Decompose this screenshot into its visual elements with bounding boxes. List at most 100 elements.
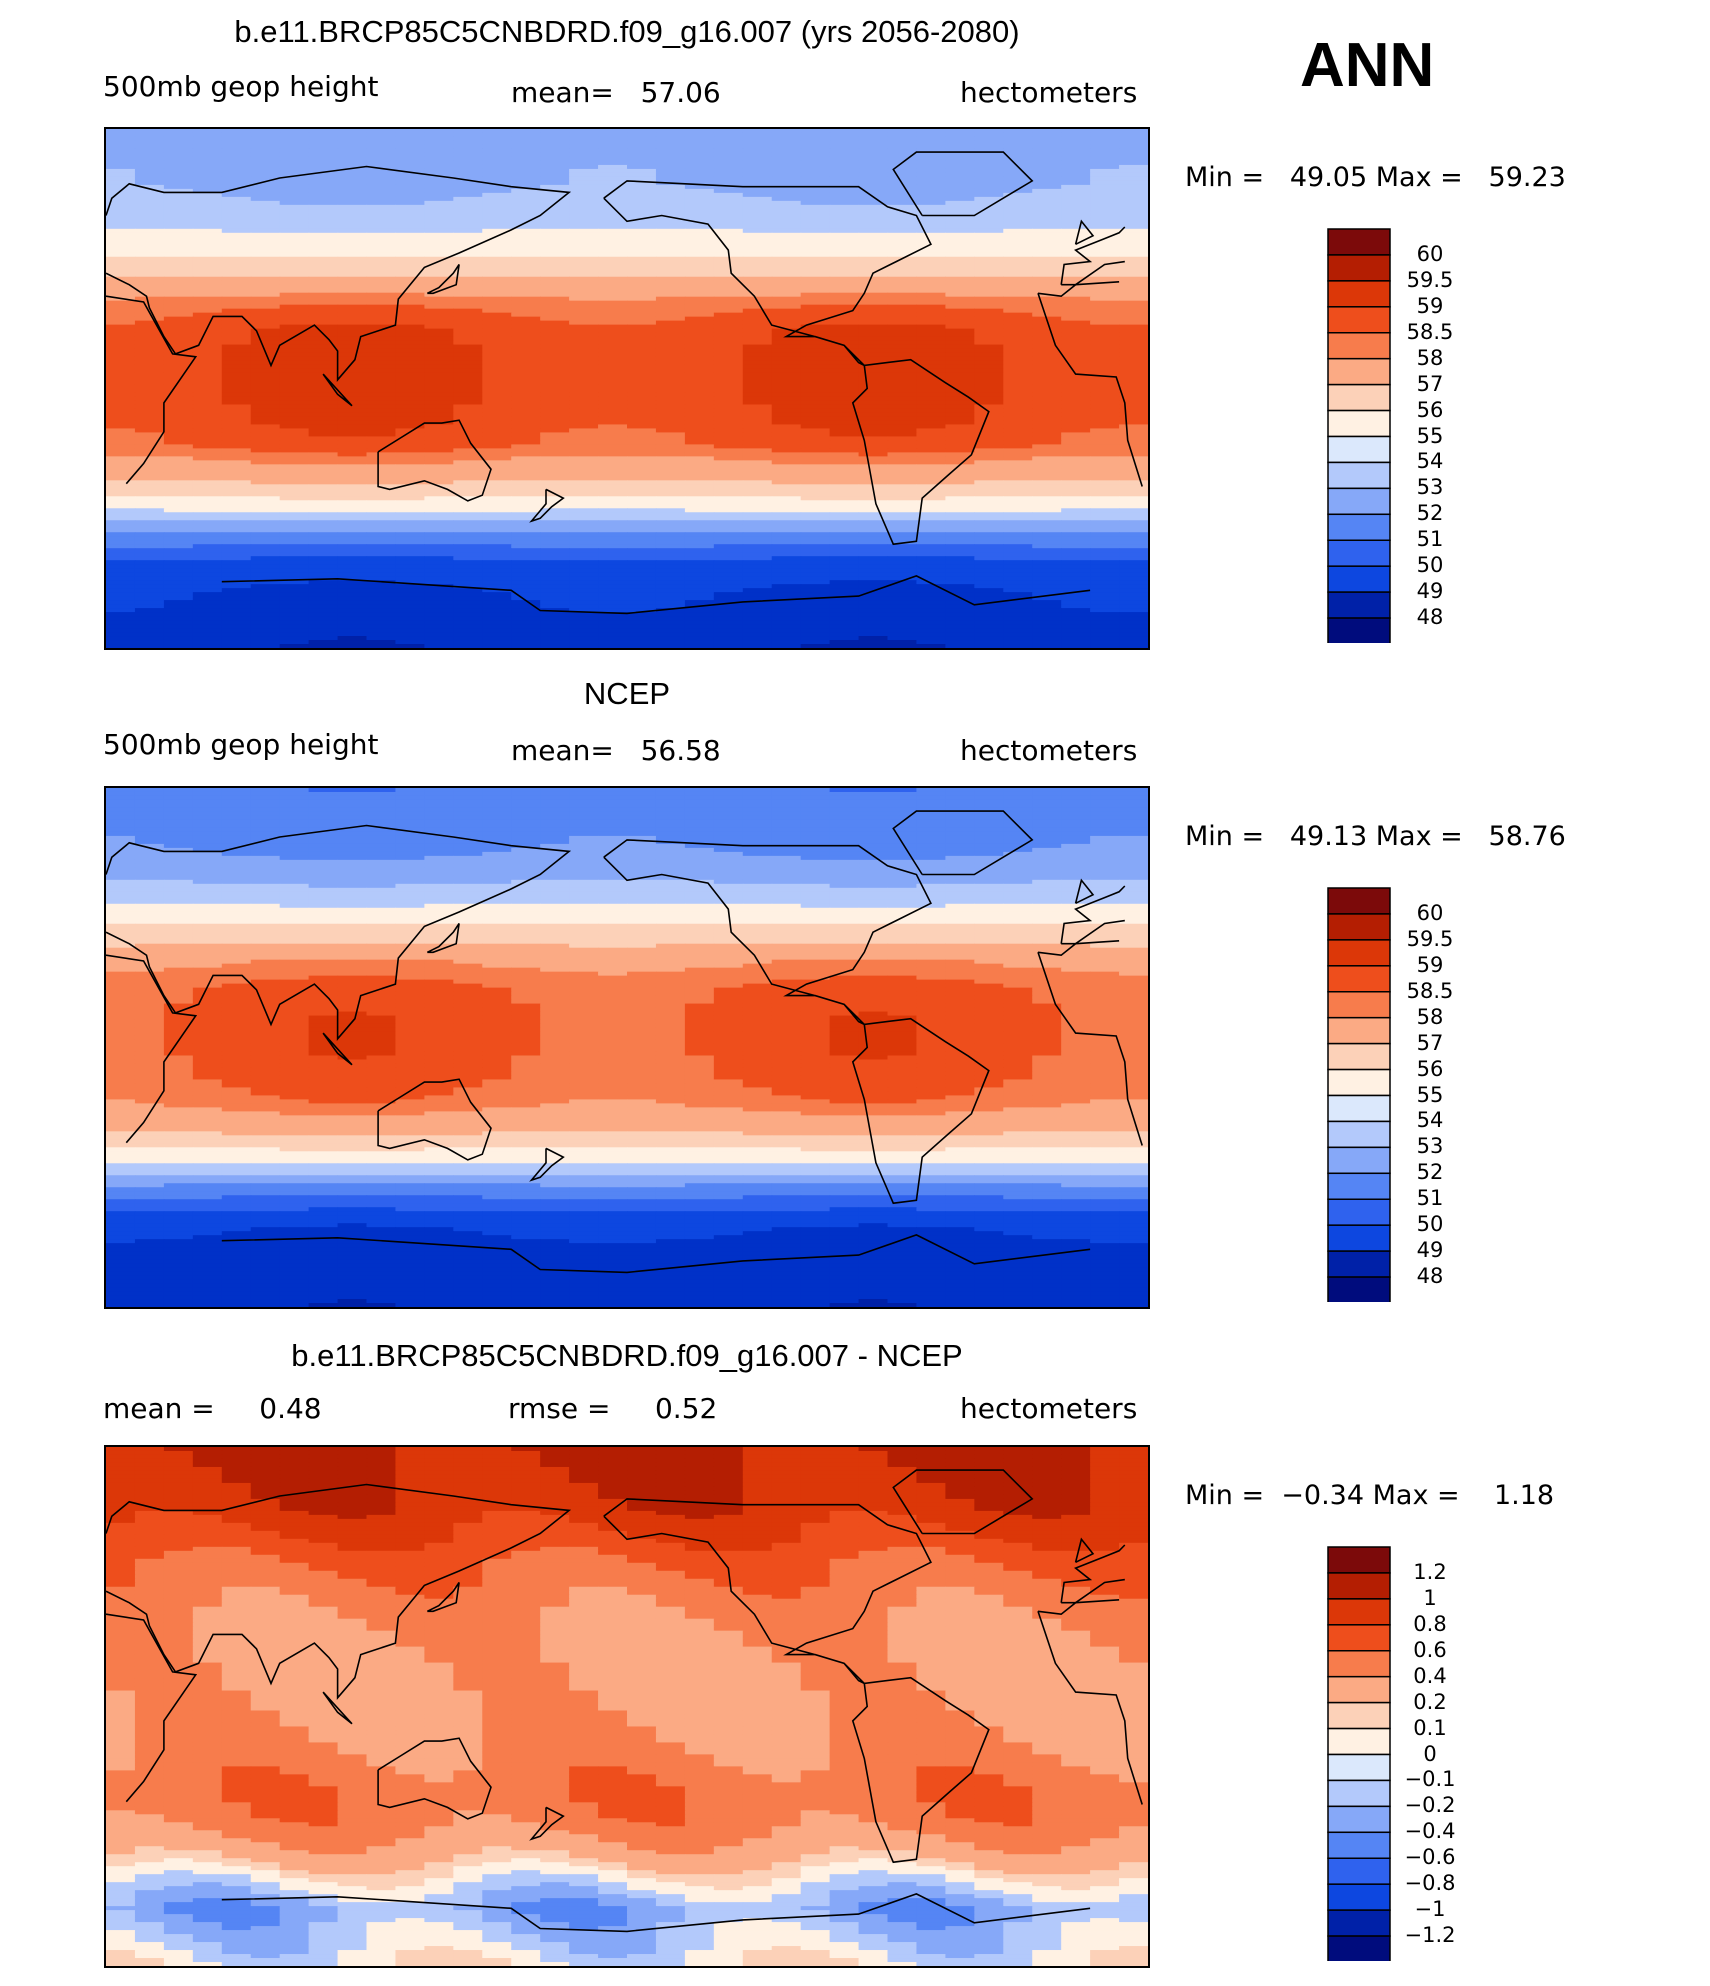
contour-cell (829, 200, 860, 206)
contour-cell (163, 536, 194, 541)
contour-cell (800, 608, 831, 613)
contour-cell (453, 480, 483, 485)
panel1-colorbar (1327, 228, 1391, 643)
contour-cell (684, 788, 715, 793)
contour-cell (221, 600, 252, 605)
contour-cell (569, 284, 599, 290)
contour-cell (771, 356, 802, 362)
contour-cell (482, 636, 512, 641)
contour-cell (453, 388, 483, 394)
contour-cell (308, 400, 339, 406)
contour-cell (250, 280, 281, 286)
contour-cell (424, 280, 454, 286)
contour-cell (511, 208, 541, 214)
contour-cell (742, 791, 773, 797)
contour-cell (771, 216, 802, 222)
contour-cell (279, 544, 310, 549)
contour-cell (916, 164, 946, 170)
contour-cell (598, 176, 628, 182)
contour-cell (569, 560, 599, 565)
contour-cell (713, 336, 744, 342)
contour-cell (598, 136, 628, 142)
contour-cell (453, 132, 483, 138)
contour-cell (1032, 428, 1062, 434)
contour-cell (771, 220, 802, 226)
contour-cell (858, 164, 889, 170)
contour-cell (540, 588, 570, 593)
contour-cell (713, 508, 744, 513)
contour-cell (1090, 132, 1120, 138)
contour-cell (1090, 436, 1120, 441)
contour-cell (945, 400, 975, 406)
contour-cell (1090, 504, 1120, 509)
contour-cell (742, 276, 773, 282)
contour-cell (395, 192, 425, 198)
contour-cell (424, 468, 454, 473)
contour-cell (134, 628, 165, 633)
contour-cell (1032, 220, 1062, 226)
contour-cell (1061, 168, 1091, 174)
contour-cell (627, 412, 657, 418)
contour-cell (221, 320, 252, 326)
contour-cell (1090, 548, 1120, 553)
contour-cell (1032, 236, 1062, 242)
contour-cell (540, 364, 570, 370)
colorbar-tick-label: 59.5 (1406, 267, 1454, 292)
contour-cell (250, 236, 281, 242)
contour-cell (945, 324, 975, 330)
contour-cell (221, 791, 252, 797)
contour-cell (511, 384, 541, 390)
contour-cell (655, 224, 686, 230)
contour-cell (858, 528, 889, 533)
contour-cell (858, 316, 889, 322)
contour-cell (974, 276, 1004, 282)
contour-cell (655, 544, 686, 549)
contour-cell (424, 372, 454, 378)
contour-cell (250, 384, 281, 390)
contour-cell (1119, 244, 1148, 250)
contour-cell (713, 392, 744, 398)
contour-cell (106, 244, 136, 250)
contour-cell (395, 544, 425, 549)
contour-cell (366, 324, 397, 330)
contour-cell (627, 572, 657, 577)
contour-cell (395, 376, 425, 382)
contour-cell (974, 632, 1004, 637)
contour-cell (829, 376, 860, 382)
contour-cell (106, 807, 136, 813)
contour-cell (482, 372, 512, 378)
contour-cell (598, 568, 628, 573)
contour-cell (308, 384, 339, 390)
contour-cell (742, 504, 773, 509)
contour-cell (829, 628, 860, 633)
contour-cell (829, 448, 860, 453)
contour-cell (134, 600, 165, 605)
contour-cell (945, 556, 975, 561)
contour-cell (945, 232, 975, 238)
contour-cell (511, 388, 541, 394)
contour-cell (800, 636, 831, 641)
contour-cell (163, 256, 194, 262)
contour-cell (221, 584, 252, 589)
contour-cell (279, 620, 310, 625)
contour-cell (1090, 232, 1120, 238)
contour-cell (221, 252, 252, 258)
contour-cell (1119, 500, 1148, 505)
contour-cell (395, 432, 425, 438)
contour-cell (395, 216, 425, 222)
contour-cell (713, 200, 744, 206)
contour-cell (598, 232, 628, 238)
contour-cell (134, 292, 165, 298)
contour-cell (424, 336, 454, 342)
contour-cell (453, 640, 483, 645)
contour-cell (800, 480, 831, 485)
contour-cell (684, 268, 715, 274)
contour-cell (598, 468, 628, 473)
contour-cell (627, 320, 657, 326)
contour-cell (395, 252, 425, 258)
contour-cell (800, 520, 831, 525)
contour-cell (279, 480, 310, 485)
contour-cell (424, 312, 454, 318)
contour-cell (1061, 344, 1091, 350)
contour-cell (829, 204, 860, 210)
